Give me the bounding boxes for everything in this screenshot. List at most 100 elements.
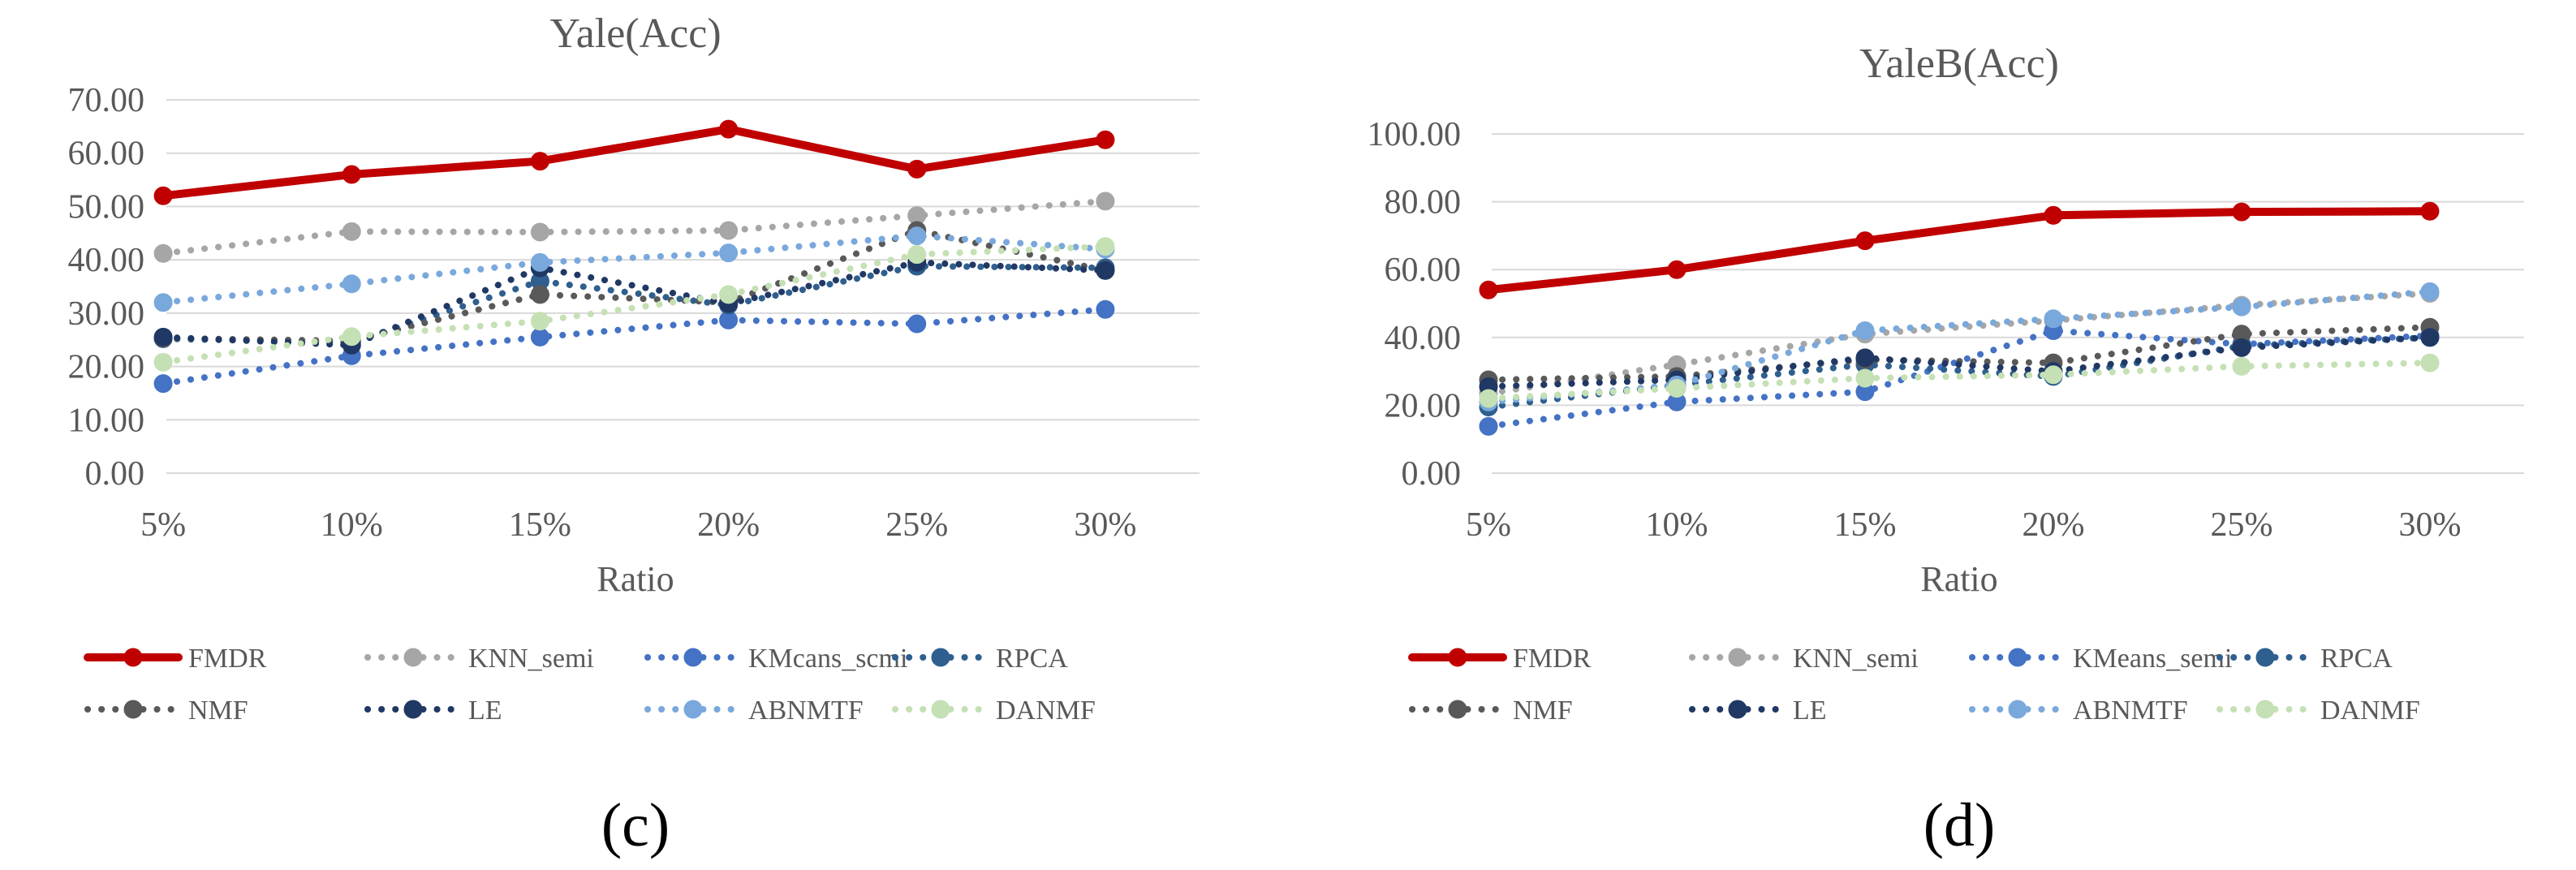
- legend-swatch-marker: [683, 648, 703, 667]
- legend-entry-danmf: DANMF: [2216, 696, 2420, 726]
- point-danmf-20: [719, 285, 739, 304]
- point-fmdr-15: [530, 152, 549, 171]
- y-tick-label: 70.00: [68, 82, 145, 119]
- legend-swatch-marker: [1728, 648, 1747, 667]
- series-abnmtf: [153, 226, 1115, 312]
- y-tick-label: 0.00: [1402, 455, 1462, 493]
- legend-entry-abnmtf: ABNMTF: [1969, 696, 2188, 726]
- legend-label: KNN_semi: [468, 644, 594, 674]
- point-kmeans-semi-25: [907, 314, 927, 334]
- series-line-abnmtf: [160, 232, 1109, 306]
- chart-panel-yaleb-acc: YaleB(Acc) 0.00 20.00 40.00 60.00 80.00 100.00…: [1368, 41, 2524, 859]
- series-line-abnmtf: [1485, 288, 2433, 406]
- x-tick-label: 30%: [2399, 506, 2462, 544]
- y-tick-label: 60.00: [68, 136, 145, 173]
- legend-label: DANMF: [2320, 696, 2420, 726]
- series-fmdr: [1479, 201, 2440, 299]
- legend-label: ABNMTF: [748, 696, 864, 726]
- legend-entry-kmeans-semi: KMeans_semi: [1969, 644, 2232, 674]
- point-le-15: [1855, 348, 1875, 368]
- point-danmf-5: [153, 352, 173, 372]
- chart-title: YaleB(Acc): [1859, 41, 2059, 87]
- legend-entry-knn-semi: KNN_semi: [364, 644, 594, 674]
- point-fmdr-15: [1855, 231, 1875, 251]
- series-le: [1479, 328, 2440, 396]
- legend-entry-nmf: NMF: [1409, 696, 1573, 726]
- legend-swatch-marker: [403, 700, 423, 719]
- point-fmdr-10: [342, 165, 361, 184]
- point-fmdr-25: [907, 159, 927, 179]
- panel-caption: (c): [601, 791, 670, 859]
- series-line-fmdr: [159, 125, 1109, 200]
- legend-label: LE: [1793, 696, 1827, 726]
- legend-entry-fmdr: FMDR: [1408, 644, 1592, 674]
- y-tick-label: 60.00: [1385, 252, 1462, 289]
- legend-label: NMF: [188, 696, 248, 726]
- x-axis-title: Ratio: [1920, 559, 1997, 599]
- series-line-le: [1485, 334, 2433, 390]
- series-fmdr: [153, 119, 1115, 205]
- point-abnmtf-20: [719, 243, 739, 263]
- legend-swatch-marker: [931, 700, 950, 719]
- legend-swatch-marker: [683, 700, 703, 719]
- y-tick-label: 50.00: [68, 188, 145, 226]
- legend-label: FMDR: [188, 644, 267, 674]
- legend-swatch-marker: [403, 648, 423, 667]
- legend-entry-nmf: NMF: [84, 696, 248, 726]
- point-kmeans-semi-5: [153, 374, 173, 394]
- series-line-rpca: [160, 263, 1109, 347]
- point-danmf-25: [907, 245, 927, 265]
- point-danmf-30: [1096, 237, 1115, 256]
- chart-panel-yale-acc: Yale(Acc) 0.00 10.00 20.00 30.00 40.00 50.00 60…: [68, 11, 1200, 859]
- y-tick-label: 20.00: [1385, 387, 1462, 424]
- legend-label: RPCA: [2320, 644, 2393, 674]
- point-kmeans-semi-30: [1096, 299, 1115, 319]
- point-danmf-20: [2044, 365, 2063, 385]
- legend: FMDR KNN_semi KMcans_scmi RPCA NMF LE ABNMTF DA…: [84, 644, 1096, 726]
- series-danmf: [1479, 353, 2440, 408]
- legend-entry-fmdr: FMDR: [84, 644, 267, 674]
- legend-entry-rpca: RPCA: [892, 644, 1068, 674]
- legend-label: DANMF: [996, 696, 1096, 726]
- point-knn-semi-5: [153, 243, 173, 263]
- legend-label: KMcans_scmi: [748, 644, 907, 674]
- point-danmf-25: [2232, 356, 2251, 376]
- legend-label: ABNMTF: [2073, 696, 2188, 726]
- point-fmdr-25: [2232, 202, 2251, 222]
- y-tick-label: 30.00: [68, 295, 145, 333]
- legend-label: KMeans_semi: [2073, 644, 2232, 674]
- x-tick-label: 25%: [2211, 506, 2273, 544]
- series-line-danmf: [1485, 360, 2433, 403]
- point-danmf-30: [2420, 353, 2440, 373]
- legend: FMDR KNN_semi KMeans_semi RPCA NMF LE ABNMTF DA…: [1408, 644, 2420, 726]
- chart-title: Yale(Acc): [549, 11, 721, 57]
- point-le-30: [1096, 261, 1115, 280]
- point-abnmtf-15: [1855, 321, 1875, 340]
- x-tick-label: 5%: [1466, 506, 1511, 544]
- y-tick-label: 80.00: [1385, 184, 1462, 222]
- y-tick-label: 40.00: [1385, 320, 1462, 357]
- point-le-30: [2420, 328, 2440, 347]
- legend-label: LE: [468, 696, 502, 726]
- x-tick-label: 15%: [509, 506, 571, 544]
- point-fmdr-30: [2420, 201, 2440, 221]
- point-abnmtf-25: [907, 226, 927, 246]
- point-kmeans-semi-15: [530, 327, 549, 347]
- point-le-25: [2232, 338, 2251, 357]
- point-abnmtf-25: [2232, 297, 2251, 317]
- series-kmeans-semi: [153, 299, 1115, 394]
- series-line-nmf: [1485, 324, 2433, 384]
- point-nmf-15: [530, 285, 549, 304]
- y-tick-label: 40.00: [68, 242, 145, 279]
- panel-caption: (d): [1923, 791, 1996, 859]
- point-abnmtf-30: [2420, 282, 2440, 301]
- point-abnmtf-5: [153, 293, 173, 312]
- legend-entry-kmeans-semi: KMcans_scmi: [644, 644, 907, 674]
- x-tick-label: 30%: [1074, 506, 1136, 544]
- legend-swatch-marker: [2255, 700, 2275, 719]
- x-tick-label: 20%: [697, 506, 760, 544]
- legend-swatch-marker: [2008, 648, 2027, 667]
- point-le-5: [153, 327, 173, 347]
- legend-entry-knn-semi: KNN_semi: [1689, 644, 1919, 674]
